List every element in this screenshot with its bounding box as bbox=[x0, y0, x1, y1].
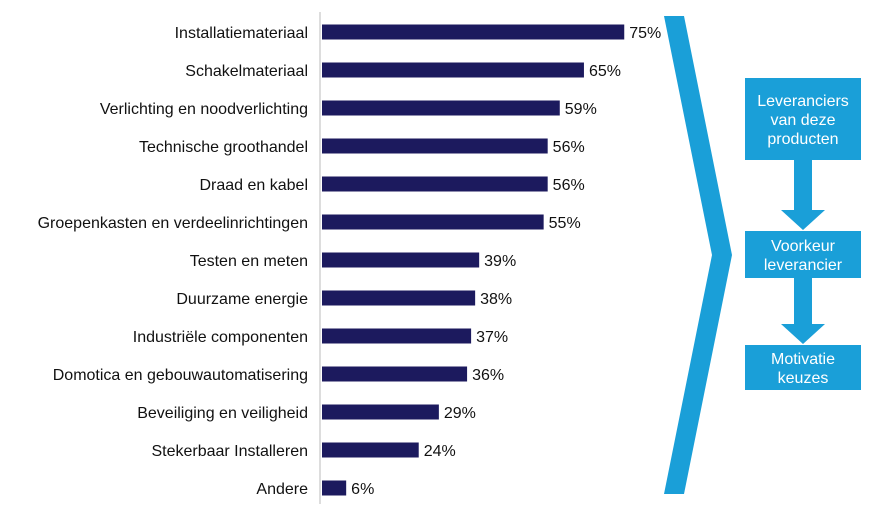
bar bbox=[322, 176, 548, 192]
bar bbox=[322, 290, 476, 306]
flow-box-text: leverancier bbox=[764, 257, 843, 274]
flow-box-text: Leveranciers bbox=[757, 93, 849, 110]
category-label: Industriële componenten bbox=[133, 329, 308, 346]
bar bbox=[322, 100, 560, 116]
flow-box bbox=[745, 231, 861, 278]
category-label: Beveiliging en veiligheid bbox=[137, 405, 308, 422]
flow-box-text: producten bbox=[767, 131, 838, 148]
category-label: Andere bbox=[256, 481, 308, 498]
value-label: 65% bbox=[589, 63, 621, 80]
category-label: Groepenkasten en verdeelinrichtingen bbox=[38, 215, 308, 232]
bar bbox=[322, 328, 472, 344]
flow-box-text: Voorkeur bbox=[771, 238, 836, 255]
bar bbox=[322, 252, 480, 268]
bar bbox=[322, 404, 439, 420]
flow-box bbox=[745, 78, 861, 160]
value-label: 29% bbox=[444, 405, 476, 422]
value-label: 75% bbox=[629, 25, 661, 42]
bar bbox=[322, 138, 548, 154]
value-label: 37% bbox=[476, 329, 508, 346]
flow-box-text: keuzes bbox=[778, 370, 829, 387]
category-label: Technische groothandel bbox=[139, 139, 308, 156]
value-label: 56% bbox=[553, 177, 585, 194]
flow-box-text: Motivatie bbox=[771, 351, 835, 368]
category-label: Installatiemateriaal bbox=[175, 25, 308, 42]
value-label: 56% bbox=[553, 139, 585, 156]
value-label: 39% bbox=[484, 253, 516, 270]
category-label: Draad en kabel bbox=[199, 177, 308, 194]
bar bbox=[322, 62, 584, 78]
category-label: Duurzame energie bbox=[176, 291, 308, 308]
bar bbox=[322, 24, 625, 40]
bar bbox=[322, 480, 347, 496]
bar bbox=[322, 366, 468, 382]
category-label: Verlichting en noodverlichting bbox=[100, 101, 308, 118]
category-label: Testen en meten bbox=[190, 253, 308, 270]
category-label: Domotica en gebouwautomatisering bbox=[53, 367, 308, 384]
value-label: 6% bbox=[351, 481, 374, 498]
flow-arrow bbox=[781, 278, 825, 344]
bar bbox=[322, 442, 419, 458]
category-label: Schakelmateriaal bbox=[185, 63, 308, 80]
value-label: 59% bbox=[565, 101, 597, 118]
flow-box bbox=[745, 345, 861, 390]
category-label: Stekerbaar Installeren bbox=[151, 443, 308, 460]
value-label: 55% bbox=[549, 215, 581, 232]
flow-box-text: van deze bbox=[771, 112, 836, 129]
flow-arrow bbox=[781, 160, 825, 230]
chevron-bracket bbox=[664, 16, 732, 494]
value-label: 24% bbox=[424, 443, 456, 460]
bar bbox=[322, 214, 544, 230]
value-label: 38% bbox=[480, 291, 512, 308]
value-label: 36% bbox=[472, 367, 504, 384]
